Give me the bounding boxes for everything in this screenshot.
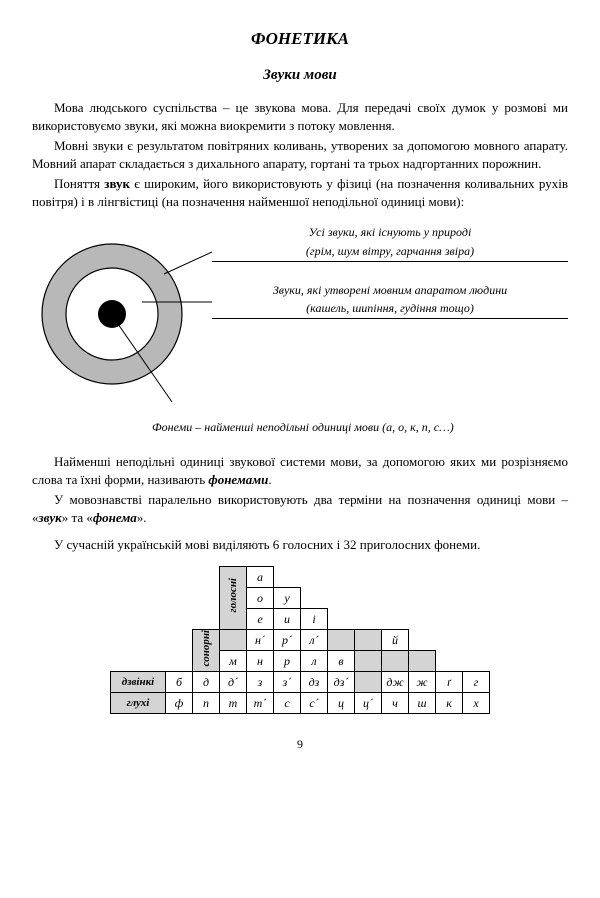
cell: н <box>247 651 274 672</box>
divider <box>212 318 568 319</box>
cell: л <box>301 651 328 672</box>
cell-gray <box>220 629 247 650</box>
diagram-label-1b: (грім, шум вітру, гарчання звіра) <box>212 243 568 259</box>
cell-gray <box>328 629 355 650</box>
cell: й <box>382 629 409 650</box>
cell: і <box>301 608 328 629</box>
cell: т <box>220 693 247 714</box>
cell: л´ <box>301 629 328 650</box>
para-3: Поняття звук є широким, його використову… <box>32 175 568 210</box>
cell: о <box>247 587 274 608</box>
cell: т´ <box>247 693 274 714</box>
cell: дж <box>382 672 409 693</box>
cell: з´ <box>274 672 301 693</box>
diagram-label-2a: Звуки, які утворені мовним апаратом люди… <box>212 282 568 298</box>
sound-diagram: Усі звуки, які існують у природі (грім, … <box>32 224 568 409</box>
cell-gray <box>355 651 382 672</box>
cell: с <box>274 693 301 714</box>
cell: у <box>274 587 301 608</box>
cell: ш <box>409 693 436 714</box>
vowels-header: голосні <box>220 566 247 629</box>
cell: к <box>436 693 463 714</box>
cell: х <box>463 693 490 714</box>
para-2: Мовні звуки є результатом повітряних кол… <box>32 137 568 172</box>
cell-gray <box>409 651 436 672</box>
page-title: ФОНЕТИКА <box>32 28 568 51</box>
cell: с´ <box>301 693 328 714</box>
cell: ч <box>382 693 409 714</box>
cell: м <box>220 651 247 672</box>
cell: п <box>193 693 220 714</box>
cell: д <box>193 672 220 693</box>
cell: е <box>247 608 274 629</box>
page-number: 9 <box>32 736 568 752</box>
phoneme-table: голосні а о у е и і сонорні н´ р´ л´ й м <box>110 566 490 714</box>
para-4: Найменші неподільні одиниці звукової сис… <box>32 453 568 488</box>
cell: н´ <box>247 629 274 650</box>
cell: и <box>274 608 301 629</box>
cell: г <box>463 672 490 693</box>
voiced-header: дзвінкі <box>111 672 166 693</box>
cell: ц <box>328 693 355 714</box>
cell: ж <box>409 672 436 693</box>
cell: з <box>247 672 274 693</box>
divider <box>212 261 568 262</box>
sonorant-header: сонорні <box>193 629 220 671</box>
cell: ф <box>166 693 193 714</box>
para-1: Мова людського суспільства – це звукова … <box>32 99 568 134</box>
para-6: У сучасній українській мові виділяють 6 … <box>32 536 568 554</box>
cell-gray <box>382 651 409 672</box>
cell-gray <box>355 672 382 693</box>
cell: в <box>328 651 355 672</box>
cell: ґ <box>436 672 463 693</box>
page-subtitle: Звуки мови <box>32 65 568 85</box>
cell: б <box>166 672 193 693</box>
circle-figure <box>32 224 212 409</box>
cell: д´ <box>220 672 247 693</box>
cell: а <box>247 566 274 587</box>
cell: дз <box>301 672 328 693</box>
cell: р <box>274 651 301 672</box>
cell: р´ <box>274 629 301 650</box>
diagram-labels: Усі звуки, які існують у природі (грім, … <box>212 224 568 331</box>
diagram-label-1a: Усі звуки, які існують у природі <box>212 224 568 240</box>
para-5: У мовознавстві паралельно використовують… <box>32 491 568 526</box>
diagram-label-3: Фонеми – найменші неподільні одиниці мов… <box>152 419 568 435</box>
cell-gray <box>355 629 382 650</box>
cell: ц´ <box>355 693 382 714</box>
diagram-label-2b: (кашель, шипіння, гудіння тощо) <box>212 300 568 316</box>
cell: дз´ <box>328 672 355 693</box>
voiceless-header: глухі <box>111 693 166 714</box>
